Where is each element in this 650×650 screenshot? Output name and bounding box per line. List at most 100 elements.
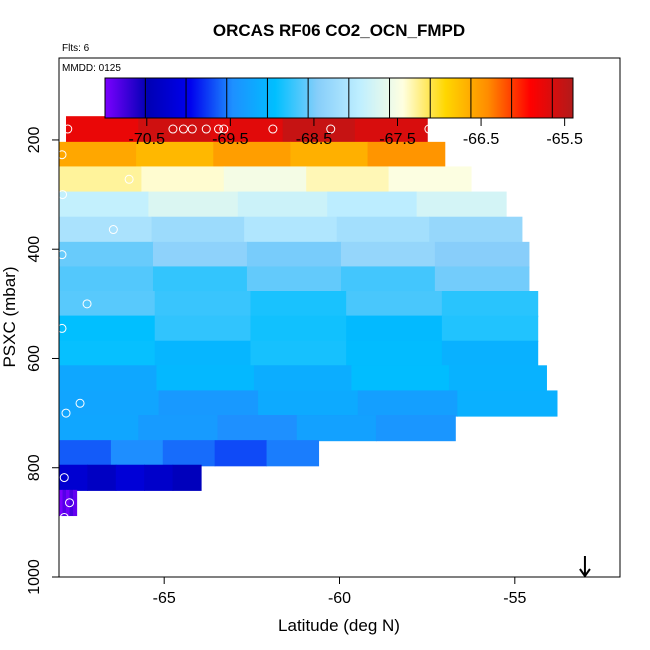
heatmap-cell xyxy=(59,415,139,442)
sample-marker xyxy=(59,512,69,522)
heatmap-cell xyxy=(340,241,436,269)
heatmap-cell xyxy=(59,141,137,169)
sample-marker xyxy=(187,124,197,134)
heatmap-cell xyxy=(354,116,428,143)
sample-marker xyxy=(57,250,67,260)
heatmap-cell xyxy=(258,390,359,417)
heatmap-cell xyxy=(136,141,214,169)
heatmap-cell xyxy=(250,291,347,318)
heatmap-cell xyxy=(59,241,154,269)
heatmap-cell xyxy=(152,241,248,269)
heatmap-cell xyxy=(327,191,418,218)
heatmap-cell xyxy=(138,116,212,143)
sample-marker xyxy=(124,174,134,184)
heatmap-cell xyxy=(154,340,252,367)
sample-marker xyxy=(268,124,278,134)
heatmap-cell xyxy=(59,365,158,392)
heatmap-cell xyxy=(336,216,430,243)
heatmap-cell xyxy=(154,291,252,318)
heatmap-cell xyxy=(253,365,353,392)
colorbar-tick-label: -65.5 xyxy=(546,131,583,148)
heatmap-cell xyxy=(246,241,342,269)
heatmap-cell xyxy=(217,415,298,442)
x-axis-label: Latitude (deg N) xyxy=(278,616,400,635)
heatmap-cell xyxy=(110,440,164,467)
colorbar xyxy=(104,77,574,119)
y-axis: 200 400 600 800 1000 xyxy=(26,127,59,595)
heatmap-cell xyxy=(306,166,390,193)
sample-marker xyxy=(61,408,71,418)
sample-marker xyxy=(108,225,118,235)
sample-marker xyxy=(75,398,85,408)
y-tick-label: 400 xyxy=(26,236,43,263)
date-label-bg xyxy=(61,60,129,74)
heatmap-cell xyxy=(59,166,142,193)
colorbar-tick-label: -66.5 xyxy=(463,131,500,148)
heatmap-cell xyxy=(87,464,117,491)
heatmap-cell xyxy=(367,141,446,169)
heatmap-cell xyxy=(237,191,328,218)
sample-marker xyxy=(576,423,586,433)
heatmap-cell xyxy=(434,266,530,293)
sample-marker xyxy=(57,150,67,160)
heatmap-cell xyxy=(388,166,472,193)
heatmap-cell xyxy=(434,241,530,269)
heatmap-cell xyxy=(441,340,539,367)
heatmap-cell xyxy=(448,365,547,392)
wind-arrow-icon xyxy=(579,556,591,578)
heatmap-cell xyxy=(340,266,436,293)
y-tick-label: 200 xyxy=(26,127,43,154)
y-tick-label: 1000 xyxy=(26,559,43,595)
heatmap-cell xyxy=(162,440,216,467)
heatmap-cell xyxy=(351,365,450,392)
heatmap-cell xyxy=(138,415,219,442)
heatmap-cell xyxy=(154,315,252,342)
heatmap-cell xyxy=(66,116,139,143)
sample-marker xyxy=(219,124,229,134)
sample-marker xyxy=(214,124,224,134)
sample-marker xyxy=(168,124,178,134)
heatmap-cell xyxy=(115,464,145,491)
heatmap-cell xyxy=(266,440,320,467)
flights-label: Flts: 6 xyxy=(62,43,90,54)
sample-markers xyxy=(57,124,586,522)
heatmap-cell xyxy=(346,340,443,367)
x-tick-label: -60 xyxy=(328,590,351,607)
chart-title: ORCAS RF06 CO2_OCN_FMPD xyxy=(213,21,465,40)
heatmap-cell xyxy=(59,489,64,517)
heatmap-cell xyxy=(62,489,67,517)
sample-marker xyxy=(201,124,211,134)
heatmap-cell xyxy=(441,291,539,318)
heatmap-cell xyxy=(152,266,248,293)
heatmap-cell xyxy=(346,315,443,342)
sample-marker xyxy=(59,473,69,483)
heatmap-cell xyxy=(59,390,160,417)
x-tick-label: -55 xyxy=(503,590,526,607)
heatmap-cell xyxy=(59,191,150,218)
heatmap-cell xyxy=(282,116,356,143)
heatmap-cell xyxy=(441,315,539,342)
heatmap-cell xyxy=(290,141,369,169)
heatmap-cell xyxy=(296,415,377,442)
heatmap-cell xyxy=(250,340,347,367)
colorbar-tick-label: -70.5 xyxy=(129,131,166,148)
sample-marker xyxy=(65,498,75,508)
heatmap-cell xyxy=(69,489,74,517)
y-tick-label: 800 xyxy=(26,454,43,481)
heatmap-cell xyxy=(59,216,153,243)
date-label: MMDD: 0125 xyxy=(62,63,121,74)
heatmap-cell xyxy=(429,216,523,243)
heatmap-cell xyxy=(59,266,154,293)
heatmap-cell xyxy=(223,166,307,193)
y-axis-label: PSXC (mbar) xyxy=(0,266,19,367)
heatmap-cell xyxy=(172,464,202,491)
heatmap-cell xyxy=(148,191,239,218)
heatmap-cell xyxy=(375,415,456,442)
heatmap-cell xyxy=(416,191,507,218)
heatmap-cell xyxy=(357,390,458,417)
sample-marker xyxy=(326,124,336,134)
sample-marker xyxy=(57,323,67,333)
sample-marker xyxy=(424,124,434,134)
heatmap-cell xyxy=(250,315,347,342)
